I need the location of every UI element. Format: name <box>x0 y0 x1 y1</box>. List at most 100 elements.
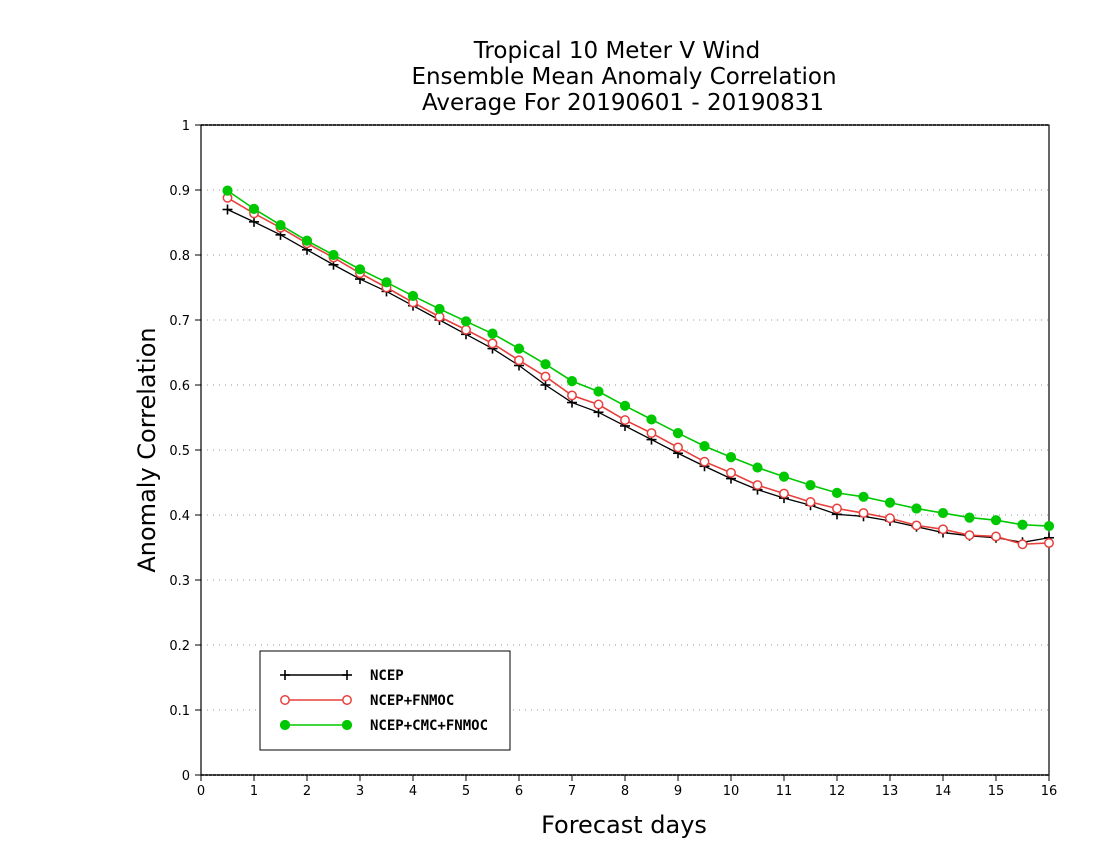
legend-label: NCEP+CMC+FNMOC <box>370 718 488 734</box>
data-point <box>619 400 631 411</box>
y-tick-label: 0.2 <box>169 639 190 654</box>
y-tick-label: 0.4 <box>169 509 190 524</box>
title-line-2: Ensemble Mean Anomaly Correlation <box>411 64 836 90</box>
data-point <box>911 520 922 531</box>
data-point <box>487 338 498 349</box>
data-point <box>725 452 737 463</box>
y-tick-label: 0.7 <box>169 314 190 329</box>
data-point <box>301 235 313 246</box>
data-point <box>222 185 233 196</box>
data-point <box>540 359 551 370</box>
x-tick-label: 9 <box>674 784 682 799</box>
x-tick-label: 14 <box>935 784 952 799</box>
data-point <box>699 456 710 467</box>
y-tick-label: 1 <box>182 119 190 134</box>
y-tick-label: 0.5 <box>169 444 190 459</box>
data-point <box>778 471 790 482</box>
data-point <box>1017 539 1028 550</box>
x-tick-label: 0 <box>197 784 205 799</box>
data-point <box>990 515 1002 526</box>
data-point <box>964 530 975 541</box>
legend-marker <box>280 695 290 705</box>
data-point <box>884 497 896 508</box>
data-point <box>222 204 233 215</box>
y-tick-label: 0.1 <box>169 704 190 719</box>
data-point <box>620 415 630 426</box>
legend-marker <box>342 670 352 680</box>
data-point <box>487 328 498 339</box>
data-point <box>593 399 604 410</box>
series-line <box>227 208 1050 543</box>
x-tick-label: 15 <box>988 784 1005 799</box>
data-point <box>248 203 260 214</box>
title-line-1: Tropical 10 Meter V Wind <box>473 38 760 64</box>
x-tick-label: 13 <box>882 784 899 799</box>
x-tick-label: 12 <box>829 784 846 799</box>
data-point <box>513 343 525 354</box>
data-point <box>779 488 789 499</box>
data-point <box>726 467 736 478</box>
data-point <box>1017 519 1028 530</box>
data-point <box>567 390 577 401</box>
y-tick-label: 0.3 <box>169 574 190 589</box>
data-point <box>805 497 816 507</box>
x-tick-label: 6 <box>515 784 523 799</box>
data-point <box>540 371 551 382</box>
x-tick-label: 16 <box>1041 784 1058 799</box>
data-point <box>461 324 471 335</box>
data-point <box>858 491 869 502</box>
data-point <box>1043 520 1055 532</box>
data-point <box>354 264 366 275</box>
data-point <box>672 428 684 439</box>
x-tick-label: 8 <box>621 784 629 799</box>
data-point <box>673 442 683 453</box>
data-point <box>593 386 604 397</box>
data-point <box>646 428 657 439</box>
series-line <box>227 197 1050 546</box>
legend-item: NCEP <box>280 668 404 684</box>
legend-label: NCEP <box>370 668 404 684</box>
legend-marker <box>280 670 290 680</box>
data-point <box>434 303 445 315</box>
legend-item: NCEP+CMC+FNMOC <box>279 718 488 734</box>
x-tick-label: 3 <box>356 784 364 799</box>
grid-lines <box>201 189 1049 711</box>
legend-label: NCEP+FNMOC <box>370 693 454 709</box>
y-tick-label: 0.6 <box>169 379 190 394</box>
legend-marker <box>341 719 353 731</box>
data-point <box>937 507 949 519</box>
data-point <box>460 316 472 327</box>
data-point <box>752 462 763 473</box>
x-tick-label: 10 <box>723 784 740 799</box>
x-axis-label: Forecast days <box>541 811 707 839</box>
y-axis-label: Anomaly Correlation <box>133 327 161 572</box>
data-point <box>858 508 869 518</box>
y-tick-label: 0 <box>182 769 190 784</box>
data-point <box>831 487 843 498</box>
data-point <box>805 480 816 491</box>
title-line-3: Average For 20190601 - 20190831 <box>422 90 824 116</box>
x-tick-label: 1 <box>250 784 258 799</box>
data-point <box>911 503 922 514</box>
data-point <box>752 480 763 491</box>
data-point <box>566 376 578 387</box>
data-point <box>699 441 710 452</box>
data-series <box>222 185 1055 550</box>
data-point <box>514 355 524 366</box>
data-point <box>938 524 948 535</box>
x-tick-label: 11 <box>776 784 793 799</box>
x-tick-label: 7 <box>568 784 576 799</box>
data-point <box>275 220 286 231</box>
data-point <box>1044 538 1054 548</box>
data-point <box>646 414 657 425</box>
axes: 00.10.20.30.40.50.60.70.80.910 1 2 3 4 5 6 7 8 9 1… <box>169 119 1057 799</box>
data-point <box>381 277 392 288</box>
chart-title: Tropical 10 Meter V Wind Ensemble Mean A… <box>411 38 836 116</box>
data-point <box>964 512 975 523</box>
series-ncep <box>222 204 1054 548</box>
data-point <box>540 380 551 390</box>
data-point <box>328 249 339 261</box>
series-ncep-cmc-fnmoc <box>222 185 1055 532</box>
legend-item: NCEP+FNMOC <box>280 693 454 709</box>
